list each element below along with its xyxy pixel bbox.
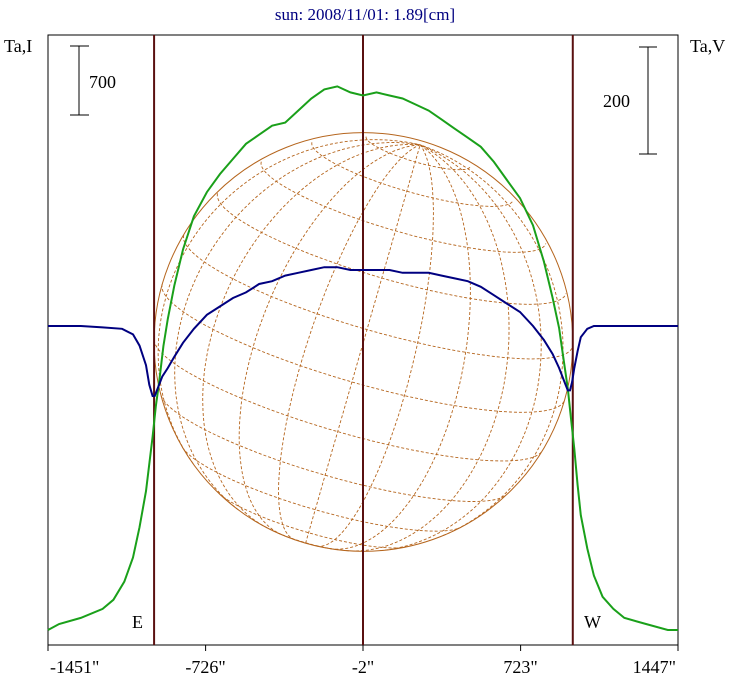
longitude-line: [380, 144, 542, 552]
intensity-series-line: [47, 85, 678, 631]
latitude-line: [311, 142, 514, 207]
west-label: W: [584, 612, 601, 632]
left-scale-label: 700: [89, 72, 116, 92]
longitude-line: [305, 144, 421, 544]
limb-and-center-lines: [153, 35, 574, 645]
longitude-line: [316, 144, 434, 547]
y-label-left: Ta,I: [4, 36, 32, 56]
longitude-line: [278, 144, 421, 541]
east-label: E: [132, 612, 143, 632]
x-tick-label: 1447": [633, 657, 676, 677]
longitude-line: [238, 144, 421, 536]
x-tick-label: 723": [503, 657, 537, 677]
right-scale-label: 200: [603, 91, 630, 111]
longitude-line: [419, 144, 564, 537]
right-scale-bar: [639, 46, 657, 155]
longitude-line: [157, 139, 421, 465]
latitude-line: [182, 447, 462, 532]
latitude-line: [160, 395, 507, 502]
latitude-line: [161, 284, 566, 413]
chart-title: sun: 2008/11/01: 1.89[cm]: [275, 5, 455, 24]
left-scale-bar: [70, 45, 89, 116]
x-tick-label: -726": [185, 657, 225, 677]
longitude-line: [345, 144, 510, 552]
longitude-line: [330, 144, 471, 550]
longitude-line: [202, 143, 421, 529]
latitude-line: [272, 530, 340, 551]
latitude-line: [216, 193, 567, 305]
y-label-right: Ta,V: [690, 36, 725, 56]
latitude-line: [153, 339, 543, 462]
latitude-line: [218, 493, 406, 549]
x-tick-label: -1451": [50, 657, 99, 677]
x-axis-ticks: -1451" -726" -2" 723" 1447": [47, 645, 679, 677]
latitude-line: [183, 235, 573, 360]
longitude-line: [174, 142, 421, 511]
data-series: [47, 85, 678, 631]
polarization-series-line: [48, 266, 678, 397]
x-tick-label: -2": [352, 657, 374, 677]
solar-disk-grid: [153, 132, 574, 552]
